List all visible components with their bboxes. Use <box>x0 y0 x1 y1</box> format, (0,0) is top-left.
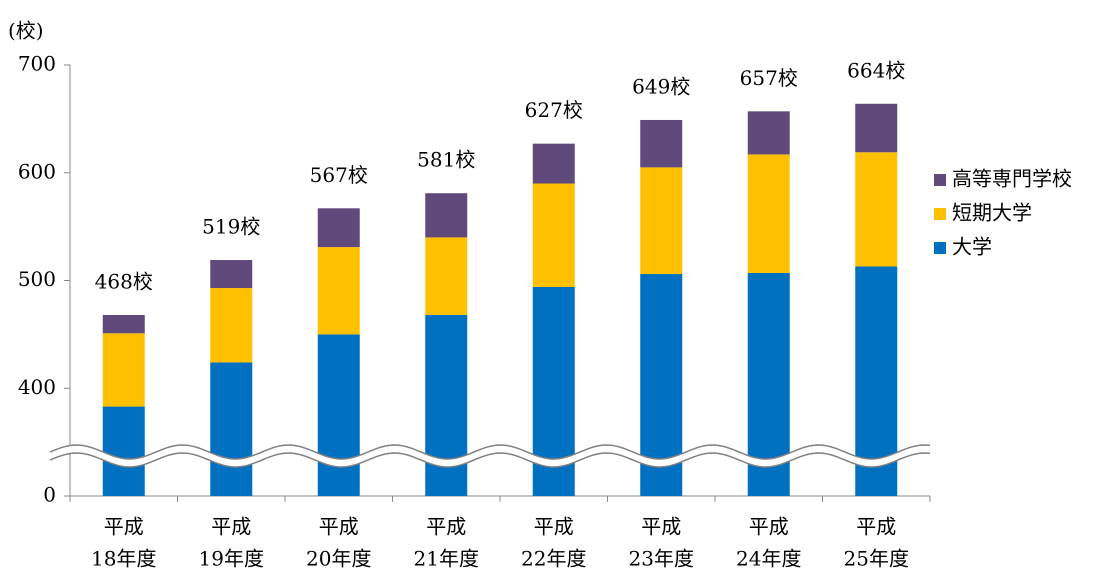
legend-label: 短期大学 <box>952 201 1032 225</box>
bar-segment <box>747 154 790 273</box>
x-tick-label: 平成 <box>534 515 574 539</box>
total-label: 649校 <box>632 74 690 98</box>
y-tick-label: 400 <box>18 375 56 399</box>
total-label: 581校 <box>417 148 475 172</box>
axis-break-line <box>49 452 931 468</box>
y-axis-label: (校) <box>8 19 44 43</box>
x-tick-label: 平成 <box>641 515 681 539</box>
bar-segment <box>210 260 253 289</box>
x-tick-label: 平成 <box>856 515 896 539</box>
x-tick-label: 20年度 <box>306 547 371 571</box>
bar-segment <box>102 314 145 334</box>
x-tick-label: 18年度 <box>91 547 156 571</box>
bar-segment <box>640 167 683 275</box>
bar-segment <box>532 143 575 184</box>
bar-segment <box>425 237 468 315</box>
bar-segment <box>102 406 145 496</box>
x-tick-label: 平成 <box>104 515 144 539</box>
bar-segment <box>425 193 468 238</box>
y-tick-label: 500 <box>18 267 56 291</box>
legend-swatch <box>934 174 946 186</box>
bar-segment <box>210 362 253 496</box>
total-label: 627校 <box>525 98 583 122</box>
legend-swatch <box>934 208 946 220</box>
bar-segment <box>640 119 683 168</box>
x-tick-label: 平成 <box>211 515 251 539</box>
axis-break-line <box>49 444 931 460</box>
bar-segment <box>747 111 790 155</box>
x-tick-label: 平成 <box>749 515 789 539</box>
y-tick-label: 0 <box>43 483 56 507</box>
x-tick-label: 22年度 <box>521 547 586 571</box>
bar-segment <box>210 288 253 363</box>
y-tick-label: 700 <box>18 52 56 76</box>
bar-segment <box>532 183 575 287</box>
x-tick-label: 25年度 <box>844 547 909 571</box>
bar-segment <box>855 103 898 153</box>
bar-segment <box>317 334 360 496</box>
legend-label: 高等専門学校 <box>952 167 1072 191</box>
legend-label: 大学 <box>952 235 992 259</box>
bar-segment <box>102 333 145 407</box>
bar-segment <box>317 247 360 335</box>
total-label: 664校 <box>847 58 905 82</box>
x-tick-label: 平成 <box>426 515 466 539</box>
x-tick-label: 21年度 <box>414 547 479 571</box>
total-label: 519校 <box>202 215 260 239</box>
legend-swatch <box>934 242 946 254</box>
bar-segment <box>855 152 898 267</box>
y-tick-label: 600 <box>18 159 56 183</box>
bar-segment <box>317 208 360 248</box>
x-tick-label: 平成 <box>319 515 359 539</box>
x-tick-label: 24年度 <box>736 547 801 571</box>
total-label: 468校 <box>95 269 153 293</box>
axis-break <box>50 445 932 467</box>
x-tick-label: 19年度 <box>199 547 264 571</box>
bar-segment <box>425 314 468 496</box>
total-label: 657校 <box>740 66 798 90</box>
x-tick-label: 23年度 <box>629 547 694 571</box>
total-label: 567校 <box>310 163 368 187</box>
